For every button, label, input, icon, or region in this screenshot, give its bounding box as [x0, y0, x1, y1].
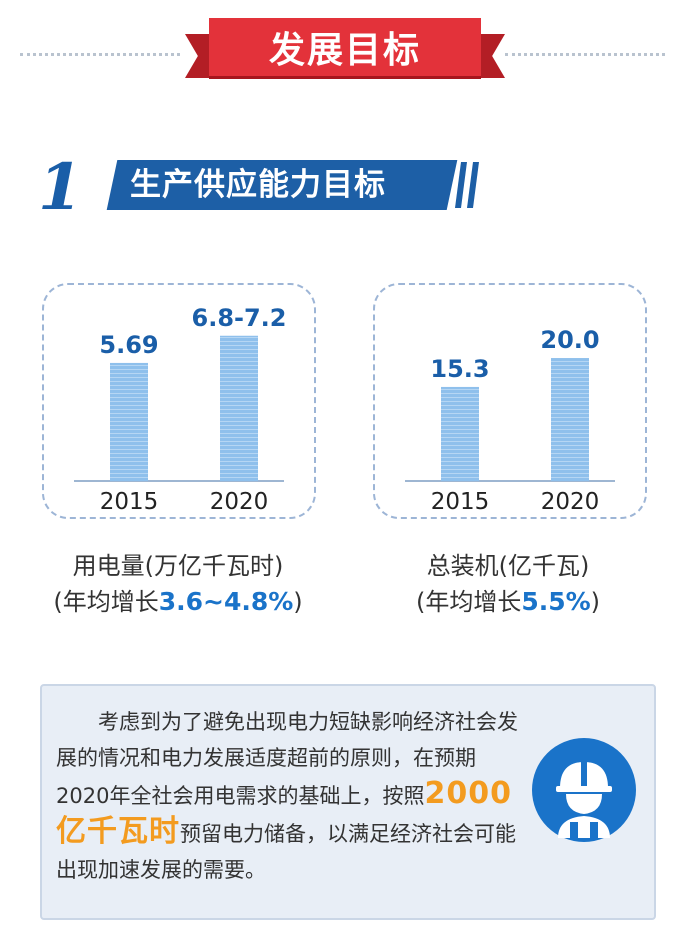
bar-2020	[220, 335, 258, 481]
section-stripes-decoration	[455, 162, 479, 208]
decorative-dots-left	[20, 53, 180, 56]
rate-prefix: (年均增长	[415, 588, 522, 616]
growth-rate: 3.6~4.8%	[158, 587, 294, 616]
chart-caption-rate-line: (年均增长3.6~4.8%)	[28, 584, 328, 620]
bar-value-label: 6.8-7.2	[192, 304, 287, 332]
page-title: 发展目标	[209, 18, 481, 76]
chart-caption-electricity: 用电量(万亿千瓦时) (年均增长3.6~4.8%)	[28, 548, 328, 620]
x-tick-label: 2020	[210, 489, 269, 515]
bar-2015	[110, 362, 148, 481]
x-tick-label: 2020	[541, 489, 600, 515]
note-text: 考虑到为了避免出现电力短缺影响经济社会发展的情况和电力发展适度超前的原则，在预期…	[56, 704, 526, 888]
note-highlight: 2000亿千瓦时	[56, 776, 512, 849]
rate-prefix: (年均增长	[53, 588, 159, 616]
chart-panel-capacity: 15.3 2015 20.0 2020	[373, 283, 647, 519]
note-text-after: 预留电力储备，以满足经济社会可能出现加速发展的需要。	[56, 822, 516, 882]
chart-panel-electricity: 5.69 2015 6.8-7.2 2020	[42, 283, 316, 519]
x-tick-label: 2015	[100, 489, 159, 515]
title-banner: 发展目标	[185, 12, 505, 92]
bar-value-label: 15.3	[430, 355, 489, 383]
growth-rate: 5.5%	[521, 587, 591, 616]
chart-caption-title: 总装机(亿千瓦)	[426, 552, 590, 580]
chart-caption-rate-line: (年均增长5.5%)	[358, 584, 658, 620]
chart-electricity: 5.69 2015 6.8-7.2 2020	[74, 304, 287, 515]
rate-suffix: )	[590, 588, 601, 616]
bar-2015	[441, 386, 479, 481]
bar-2020	[551, 358, 589, 481]
chart-caption-title: 用电量(万亿千瓦时)	[72, 552, 284, 580]
bar-value-label: 20.0	[540, 326, 599, 354]
x-tick-label: 2015	[431, 489, 490, 515]
rate-suffix: )	[293, 588, 303, 616]
bar-value-label: 5.69	[99, 331, 158, 359]
section-number: 1	[38, 150, 83, 225]
section-title: 生产供应能力目标	[130, 167, 386, 203]
note-text-before: 考虑到为了避免出现电力短缺影响经济社会发展的情况和电力发展适度超前的原则，在预期…	[56, 710, 518, 808]
decorative-dots-right	[505, 53, 665, 56]
chart-capacity: 15.3 2015 20.0 2020	[405, 326, 615, 515]
note-box: 考虑到为了避免出现电力短缺影响经济社会发展的情况和电力发展适度超前的原则，在预期…	[40, 684, 656, 920]
chart-caption-capacity: 总装机(亿千瓦) (年均增长5.5%)	[358, 548, 658, 620]
worker-icon	[532, 738, 636, 842]
